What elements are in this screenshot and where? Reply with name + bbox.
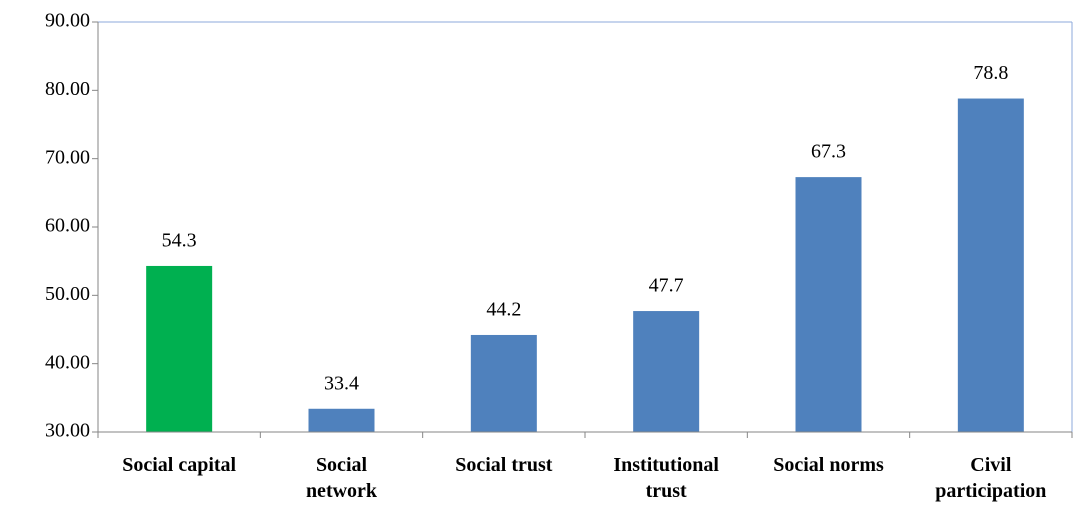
bar	[146, 265, 213, 432]
x-tick-label: Social norms	[773, 454, 884, 476]
data-label: 47.7	[649, 275, 684, 297]
y-tick-label: 70.00	[45, 146, 90, 168]
y-tick-label: 40.00	[45, 351, 90, 373]
bar	[633, 311, 700, 432]
data-label: 78.8	[973, 62, 1008, 84]
x-tick-label: Social network	[305, 454, 378, 502]
x-tick-label: Institutional trust	[613, 454, 719, 502]
data-label: 44.2	[486, 299, 521, 321]
x-tick-label: Social trust	[455, 454, 553, 476]
bar	[957, 98, 1024, 433]
y-tick-label: 30.00	[45, 420, 90, 442]
data-label: 54.3	[162, 230, 197, 252]
x-tick-label: Social capital	[122, 454, 237, 476]
bar	[308, 408, 375, 432]
y-tick-label: 60.00	[45, 215, 90, 237]
y-tick-label: 90.00	[45, 10, 90, 32]
bar	[795, 177, 862, 432]
y-tick-label: 80.00	[45, 78, 90, 100]
x-tick-label: Civil participation	[935, 454, 1047, 502]
bar	[470, 334, 537, 432]
data-label: 67.3	[811, 141, 846, 163]
data-label: 33.4	[324, 372, 359, 394]
y-tick-label: 50.00	[45, 283, 90, 305]
